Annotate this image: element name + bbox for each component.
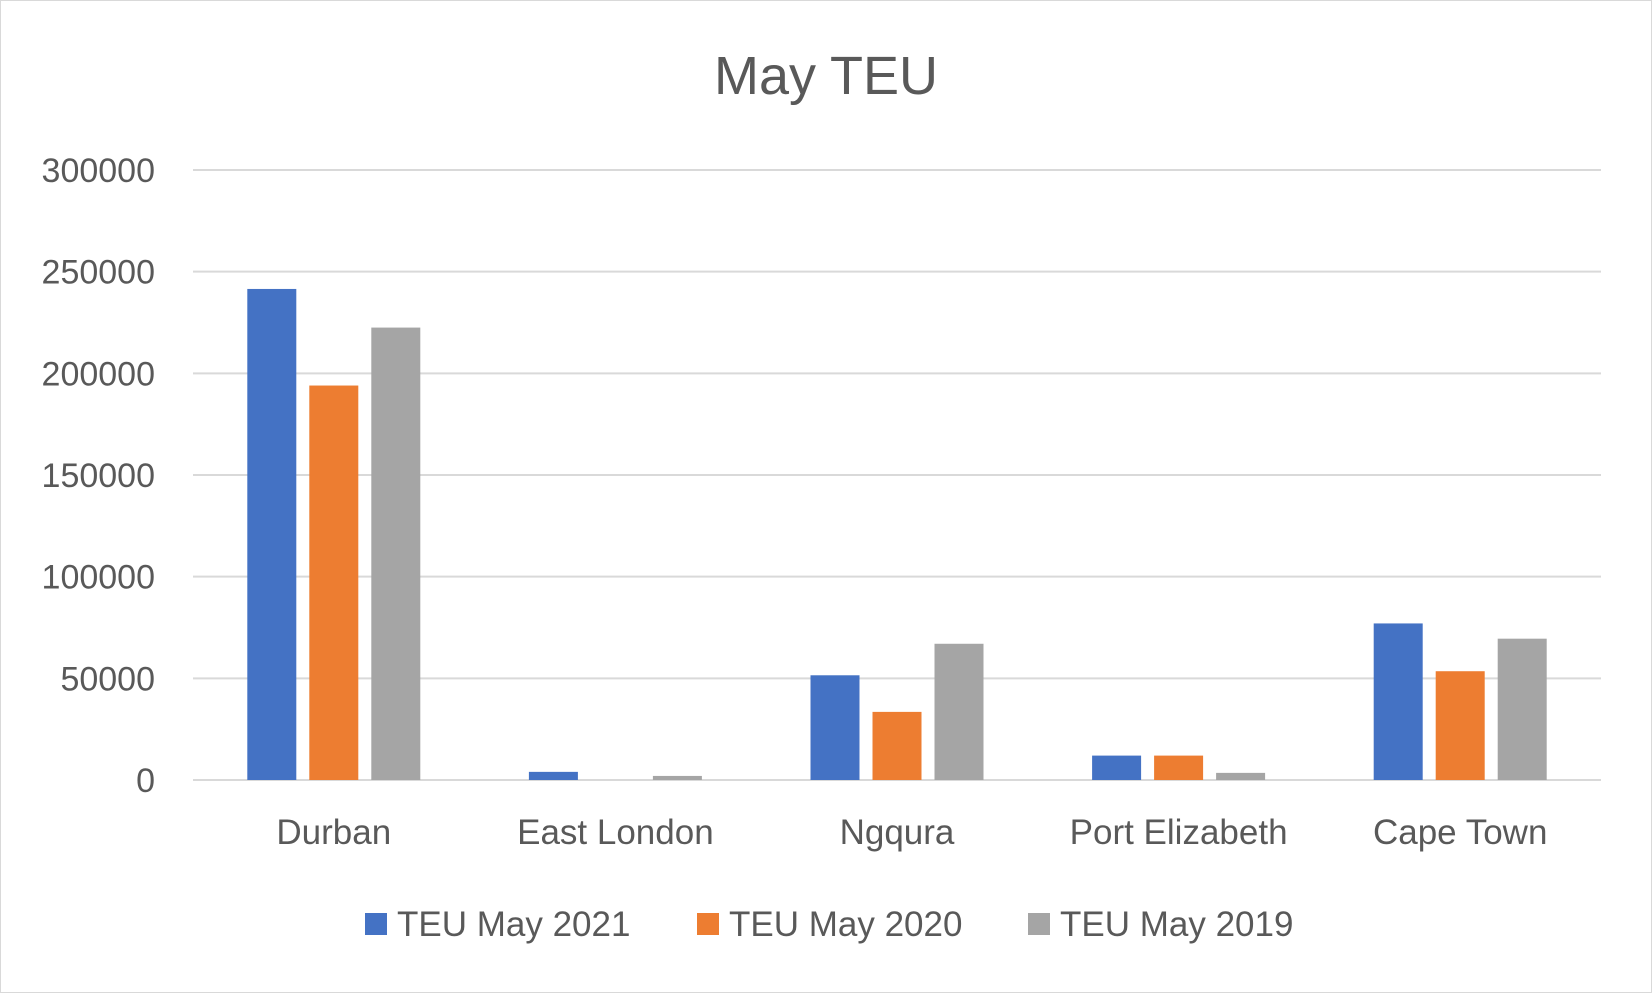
legend: TEU May 2021 TEU May 2020 TEU May 2019 — [365, 905, 1293, 944]
bar-ngqura-series-1 — [810, 675, 860, 780]
x-category-label: Durban — [276, 813, 391, 852]
bars — [247, 288, 1547, 780]
chart-title: May TEU — [714, 46, 938, 106]
y-tick-label: 250000 — [42, 254, 155, 292]
y-tick-label: 300000 — [42, 152, 155, 190]
bar-durban-series-2 — [309, 385, 359, 780]
bar-cape-town-series-1 — [1373, 623, 1423, 780]
legend-swatch — [365, 913, 387, 935]
bar-port-elizabeth-series-1 — [1092, 755, 1142, 780]
bar-ngqura-series-3 — [934, 643, 984, 780]
y-tick-label: 200000 — [42, 355, 155, 393]
y-tick-label: 150000 — [42, 457, 155, 495]
x-axis-categories: Durban East London Ngqura Port Elizabeth Cap… — [276, 813, 1547, 852]
bar-port-elizabeth-series-3 — [1216, 772, 1266, 780]
bar-cape-town-series-3 — [1497, 638, 1547, 780]
legend-label: TEU May 2019 — [1060, 905, 1293, 944]
bar-durban-series-1 — [247, 288, 297, 780]
x-category-label: Ngqura — [840, 813, 955, 852]
y-axis-ticks: 0 50000 100000 150000 200000 250000 300000 — [42, 152, 155, 800]
x-category-label: Port Elizabeth — [1070, 813, 1288, 852]
bar-ngqura-series-2 — [872, 711, 922, 780]
bar-durban-series-3 — [371, 327, 421, 780]
legend-label: TEU May 2021 — [397, 905, 630, 944]
gridlines — [193, 169, 1601, 781]
y-tick-label: 100000 — [42, 559, 155, 597]
y-tick-label: 0 — [136, 762, 155, 800]
legend-swatch — [1028, 913, 1050, 935]
bar-port-elizabeth-series-2 — [1154, 755, 1204, 780]
legend-swatch — [697, 913, 719, 935]
x-category-label: Cape Town — [1373, 813, 1547, 852]
bar-cape-town-series-2 — [1435, 671, 1485, 780]
legend-label: TEU May 2020 — [729, 905, 962, 944]
bar-east-london-series-1 — [528, 771, 578, 780]
bar-east-london-series-3 — [652, 775, 702, 780]
y-tick-label: 50000 — [60, 660, 155, 698]
x-category-label: East London — [517, 813, 714, 852]
